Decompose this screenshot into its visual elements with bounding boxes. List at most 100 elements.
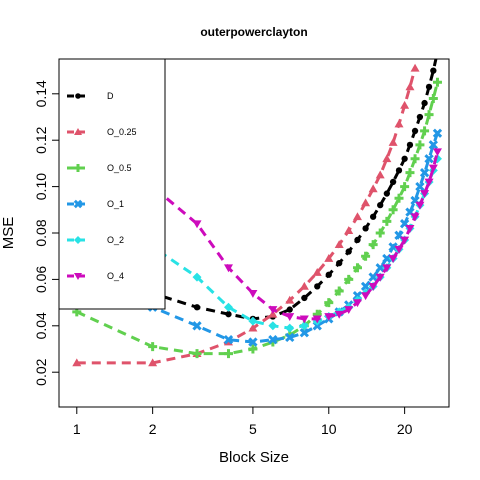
- data-point: [375, 228, 385, 238]
- legend-item: O_0.5: [67, 163, 132, 173]
- data-point: [223, 302, 233, 312]
- chart-title: outerpowerclayton: [200, 25, 307, 39]
- data-point: [394, 245, 404, 254]
- legend-label: O_1: [107, 199, 124, 209]
- data-point: [388, 138, 398, 146]
- data-point: [361, 292, 371, 301]
- data-point: [415, 181, 425, 192]
- legend-marker: [74, 164, 82, 172]
- data-point: [361, 198, 371, 207]
- data-point: [428, 93, 438, 103]
- legend-marker: [74, 128, 82, 135]
- data-point: [345, 248, 352, 255]
- data-point: [352, 212, 362, 221]
- data-point: [368, 240, 378, 250]
- data-point: [375, 263, 385, 273]
- x-tick-label: 10: [321, 421, 337, 437]
- data-point: [324, 313, 334, 322]
- data-point: [388, 205, 398, 215]
- data-point: [420, 126, 430, 136]
- data-point: [301, 294, 308, 302]
- data-point: [334, 240, 344, 248]
- series-1: [73, 49, 440, 322]
- data-point: [410, 213, 420, 222]
- data-point: [368, 184, 378, 193]
- x-tick-label: 1: [73, 421, 81, 437]
- data-point: [248, 316, 258, 326]
- data-point: [324, 254, 334, 262]
- data-point: [415, 201, 425, 210]
- data-point: [410, 154, 420, 164]
- legend-item: O_0.25: [67, 127, 137, 137]
- data-point: [410, 63, 420, 72]
- data-point: [223, 335, 234, 345]
- data-point: [248, 289, 258, 298]
- data-point: [432, 148, 442, 157]
- data-point: [400, 100, 410, 109]
- data-point: [394, 119, 404, 128]
- data-point: [192, 220, 202, 229]
- data-point: [268, 321, 278, 331]
- data-point: [382, 264, 392, 273]
- data-point: [248, 323, 258, 332]
- data-point: [334, 310, 344, 319]
- data-point: [299, 328, 310, 338]
- data-point: [400, 236, 410, 245]
- data-point: [223, 349, 233, 359]
- data-point: [360, 281, 371, 292]
- y-tick-label: 0.04: [33, 312, 49, 339]
- data-point: [434, 49, 440, 55]
- data-point: [268, 306, 278, 315]
- y-tick-label: 0.08: [33, 219, 49, 246]
- data-point: [268, 335, 278, 345]
- data-point: [375, 170, 385, 179]
- data-point: [388, 255, 398, 264]
- y-tick-label: 0.06: [33, 266, 49, 293]
- y-tick-label: 0.14: [33, 80, 49, 107]
- data-point: [420, 190, 430, 199]
- data-point: [361, 251, 371, 261]
- data-point: [148, 342, 158, 352]
- data-point: [312, 267, 322, 276]
- data-point: [352, 263, 362, 273]
- data-point: [148, 358, 158, 367]
- data-point: [406, 141, 414, 148]
- data-point: [286, 306, 293, 313]
- data-point: [354, 236, 361, 244]
- data-point: [314, 283, 321, 290]
- data-point: [192, 272, 202, 282]
- data-point: [368, 282, 378, 291]
- legend-label: D: [107, 91, 114, 101]
- data-point: [299, 315, 309, 324]
- data-point: [336, 260, 343, 267]
- data-point: [192, 321, 202, 331]
- legend-item: O_4: [67, 271, 124, 281]
- data-point: [424, 154, 434, 164]
- data-point: [375, 273, 385, 282]
- legend-item: O_2: [67, 235, 124, 245]
- legend-marker: [74, 273, 82, 280]
- data-point: [416, 113, 424, 121]
- data-point: [299, 281, 309, 290]
- legend-marker: [73, 199, 83, 209]
- data-point: [72, 358, 82, 367]
- legend-label: O_2: [107, 235, 124, 245]
- data-point: [428, 140, 439, 150]
- legend-box: [58, 58, 166, 310]
- y-axis-label: MSE: [0, 217, 17, 250]
- legend-marker: [74, 236, 82, 244]
- data-point: [192, 349, 202, 359]
- data-point: [389, 178, 397, 186]
- data-point: [225, 311, 232, 318]
- data-point: [395, 167, 403, 174]
- data-point: [401, 155, 408, 162]
- data-point: [430, 67, 437, 74]
- data-point: [299, 321, 309, 331]
- legend-item: D: [67, 91, 114, 101]
- data-point: [405, 168, 415, 178]
- legend-marker: [75, 93, 81, 99]
- data-point: [419, 168, 430, 178]
- data-point: [285, 313, 295, 322]
- y-tick-label: 0.02: [33, 358, 49, 385]
- legend: D O_0.25 O_0.5 O_1 O_2 O_4: [58, 58, 166, 310]
